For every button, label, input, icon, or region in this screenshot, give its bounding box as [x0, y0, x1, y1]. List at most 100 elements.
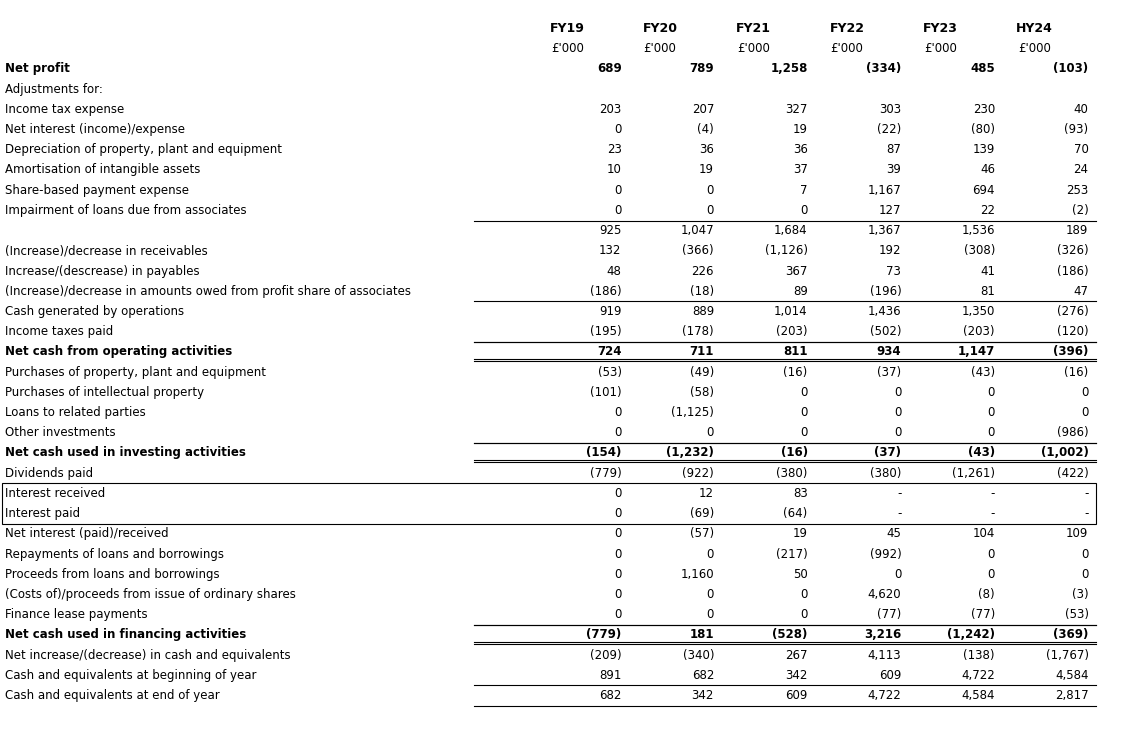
- Text: 485: 485: [970, 62, 995, 76]
- Text: Dividends paid: Dividends paid: [5, 467, 92, 480]
- Text: 0: 0: [706, 204, 714, 217]
- Text: 40: 40: [1074, 103, 1089, 116]
- Text: 139: 139: [972, 143, 995, 157]
- Text: 3,216: 3,216: [864, 628, 901, 642]
- Text: 0: 0: [614, 567, 622, 581]
- Text: 0: 0: [706, 588, 714, 601]
- Text: 104: 104: [972, 527, 995, 540]
- Text: 1,367: 1,367: [867, 224, 901, 237]
- Text: Interest paid: Interest paid: [5, 507, 80, 520]
- Text: FY19: FY19: [550, 22, 584, 35]
- Text: (3): (3): [1072, 588, 1089, 601]
- Text: 609: 609: [785, 689, 808, 702]
- Text: 925: 925: [599, 224, 622, 237]
- Text: 19: 19: [699, 163, 714, 176]
- Text: 342: 342: [691, 689, 714, 702]
- Text: 609: 609: [879, 669, 901, 682]
- Text: (80): (80): [971, 123, 995, 136]
- Text: 10: 10: [607, 163, 622, 176]
- Text: £'000: £'000: [737, 42, 770, 55]
- Text: 1,436: 1,436: [867, 305, 901, 318]
- Text: (380): (380): [870, 467, 901, 480]
- Text: 0: 0: [1081, 548, 1089, 561]
- Text: (49): (49): [690, 365, 714, 379]
- Text: 0: 0: [800, 608, 808, 621]
- Text: (922): (922): [682, 467, 714, 480]
- Text: (8): (8): [978, 588, 995, 601]
- Text: 4,620: 4,620: [867, 588, 901, 601]
- Text: 682: 682: [599, 689, 622, 702]
- Text: 207: 207: [691, 103, 714, 116]
- Text: 689: 689: [597, 62, 622, 76]
- Text: 0: 0: [987, 548, 995, 561]
- Text: (37): (37): [878, 365, 901, 379]
- Text: 45: 45: [887, 527, 901, 540]
- Text: 0: 0: [1081, 567, 1089, 581]
- Text: 109: 109: [1066, 527, 1089, 540]
- Text: (93): (93): [1065, 123, 1089, 136]
- Text: (1,002): (1,002): [1041, 446, 1089, 459]
- Text: 0: 0: [614, 527, 622, 540]
- Text: 0: 0: [614, 123, 622, 136]
- Text: 4,722: 4,722: [867, 689, 901, 702]
- Text: 0: 0: [706, 426, 714, 440]
- Text: (64): (64): [784, 507, 808, 520]
- Text: 0: 0: [987, 386, 995, 399]
- Text: 192: 192: [879, 244, 901, 257]
- Text: 0: 0: [987, 406, 995, 419]
- Text: (37): (37): [874, 446, 901, 459]
- Text: Income tax expense: Income tax expense: [5, 103, 124, 116]
- Text: Net cash used in investing activities: Net cash used in investing activities: [5, 446, 246, 459]
- Text: 4,113: 4,113: [867, 648, 901, 662]
- Text: (77): (77): [878, 608, 901, 621]
- Text: 694: 694: [972, 184, 995, 197]
- Text: (43): (43): [971, 365, 995, 379]
- Text: Purchases of intellectual property: Purchases of intellectual property: [5, 386, 204, 399]
- Text: (366): (366): [682, 244, 714, 257]
- Text: 37: 37: [793, 163, 808, 176]
- Text: £'000: £'000: [550, 42, 584, 55]
- Text: (178): (178): [682, 325, 714, 338]
- Text: Impairment of loans due from associates: Impairment of loans due from associates: [5, 204, 246, 217]
- Text: 48: 48: [607, 265, 622, 278]
- Text: 127: 127: [879, 204, 901, 217]
- Text: £'000: £'000: [924, 42, 958, 55]
- Text: 4,584: 4,584: [1055, 669, 1089, 682]
- Text: Share-based payment expense: Share-based payment expense: [5, 184, 188, 197]
- Text: 12: 12: [699, 487, 714, 500]
- Text: 934: 934: [876, 345, 901, 359]
- Text: 4,722: 4,722: [961, 669, 995, 682]
- Text: 711: 711: [689, 345, 714, 359]
- Text: -: -: [897, 507, 901, 520]
- Text: 2,817: 2,817: [1055, 689, 1089, 702]
- Text: 0: 0: [614, 588, 622, 601]
- Text: (103): (103): [1054, 62, 1089, 76]
- Text: Repayments of loans and borrowings: Repayments of loans and borrowings: [5, 548, 223, 561]
- Text: 342: 342: [785, 669, 808, 682]
- Text: (53): (53): [598, 365, 622, 379]
- Text: -: -: [1084, 487, 1089, 500]
- Text: 1,147: 1,147: [958, 345, 995, 359]
- Text: (1,767): (1,767): [1046, 648, 1089, 662]
- Text: (18): (18): [690, 284, 714, 298]
- Text: 87: 87: [887, 143, 901, 157]
- Text: (380): (380): [776, 467, 808, 480]
- Text: 4,584: 4,584: [961, 689, 995, 702]
- Text: 367: 367: [785, 265, 808, 278]
- Text: Cash and equivalents at beginning of year: Cash and equivalents at beginning of yea…: [5, 669, 256, 682]
- Text: FY23: FY23: [924, 22, 958, 35]
- Text: (779): (779): [590, 467, 622, 480]
- Text: Purchases of property, plant and equipment: Purchases of property, plant and equipme…: [5, 365, 265, 379]
- Text: 0: 0: [1081, 386, 1089, 399]
- Text: 1,350: 1,350: [961, 305, 995, 318]
- Text: 132: 132: [599, 244, 622, 257]
- Text: 811: 811: [783, 345, 808, 359]
- Text: 919: 919: [599, 305, 622, 318]
- Text: Loans to related parties: Loans to related parties: [5, 406, 146, 419]
- Text: 0: 0: [614, 406, 622, 419]
- Text: 226: 226: [691, 265, 714, 278]
- Text: £'000: £'000: [830, 42, 864, 55]
- Text: 0: 0: [800, 406, 808, 419]
- Text: 36: 36: [793, 143, 808, 157]
- Text: (77): (77): [971, 608, 995, 621]
